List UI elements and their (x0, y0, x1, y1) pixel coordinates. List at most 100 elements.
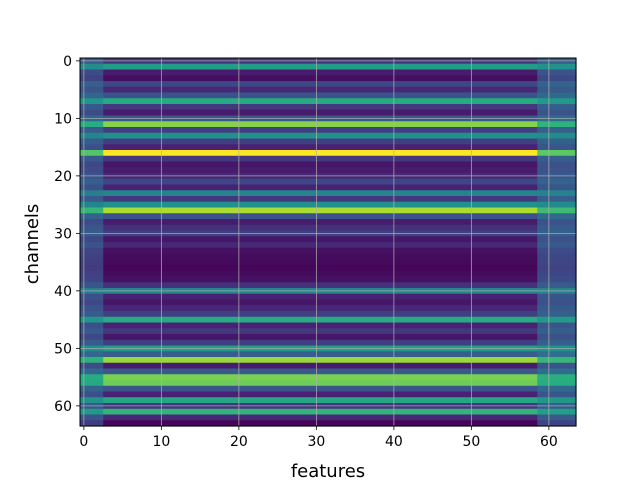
heatmap-cell (103, 219, 538, 226)
heatmap-cell (537, 132, 577, 140)
heatmap-cell (80, 207, 104, 214)
heatmap-cell (537, 155, 577, 163)
heatmap-cell (537, 408, 577, 416)
heatmap-cell (103, 397, 538, 404)
heatmap-cell (80, 311, 104, 318)
heatmap-cell (537, 247, 577, 255)
heatmap-cell (537, 75, 577, 82)
heatmap-cell (103, 242, 538, 249)
heatmap-cell (103, 368, 538, 375)
heatmap-cell (103, 69, 538, 76)
heatmap-cell (537, 201, 577, 209)
heatmap-cell (103, 224, 538, 232)
heatmap-cell (537, 362, 577, 370)
heatmap-cell (80, 414, 104, 421)
heatmap-cell (103, 161, 538, 168)
heatmap-cell (80, 316, 104, 324)
heatmap-cell (80, 138, 104, 145)
heatmap-cell (103, 420, 538, 427)
heatmap-cell (537, 207, 577, 214)
heatmap-cell (103, 150, 538, 157)
heatmap-cell (80, 236, 104, 243)
heatmap-cell (103, 98, 538, 105)
heatmap-cell (537, 374, 577, 381)
y-tick-label: 60 (54, 399, 72, 415)
heatmap-cell (537, 334, 577, 341)
heatmap-cell (537, 380, 577, 387)
x-tick-label: 50 (462, 434, 480, 450)
heatmap-cell (80, 328, 104, 335)
heatmap-cell (80, 161, 104, 168)
heatmap-cell (80, 357, 104, 364)
heatmap-cell (80, 213, 104, 220)
heatmap-cell (80, 408, 104, 416)
heatmap-cell (80, 109, 104, 117)
heatmap-cell (103, 293, 538, 301)
heatmap-cell (537, 121, 577, 128)
heatmap-cell (537, 420, 577, 427)
heatmap-cell (80, 305, 104, 312)
heatmap-cell (103, 104, 538, 111)
y-tick-label: 0 (63, 54, 72, 70)
heatmap-cell (103, 385, 538, 393)
heatmap-cell (80, 339, 104, 347)
y-axis-label: channels (22, 204, 43, 285)
heatmap-cell (537, 299, 577, 306)
heatmap-cell (80, 167, 104, 174)
grid-lines (80, 58, 576, 426)
x-axis-label: features (291, 461, 365, 480)
heatmap-cell (103, 207, 538, 214)
heatmap-cell (537, 190, 577, 197)
heatmap-cell (537, 81, 577, 88)
heatmap-cell (103, 121, 538, 128)
heatmap-cell (103, 299, 538, 306)
x-tick-label: 10 (152, 434, 170, 450)
heatmap-cell (103, 339, 538, 347)
heatmap-cell (537, 282, 577, 289)
heatmap-cell (80, 270, 104, 278)
heatmap-cell (80, 219, 104, 226)
heatmap-cell (103, 351, 538, 358)
heatmap-cell (103, 81, 538, 88)
heatmap-cell (537, 270, 577, 278)
y-tick-label: 20 (54, 169, 72, 185)
heatmap-cell (80, 334, 104, 341)
y-tick-label: 40 (54, 284, 72, 300)
heatmap-cell (80, 92, 104, 99)
heatmap-cell (103, 374, 538, 381)
heatmap-cell (80, 385, 104, 393)
heatmap-cell (103, 328, 538, 335)
heatmap-cells (80, 58, 577, 427)
heatmap-cell (537, 196, 577, 203)
heatmap-cell (103, 201, 538, 209)
heatmap-cell (537, 316, 577, 324)
heatmap-cell (80, 368, 104, 375)
heatmap-cell (103, 109, 538, 117)
heatmap-cell (537, 184, 577, 191)
heatmap-cell (103, 167, 538, 174)
heatmap-cell (103, 276, 538, 283)
heatmap-cell (80, 374, 104, 381)
heatmap-cell (103, 362, 538, 370)
heatmap-cell (537, 178, 577, 186)
heatmap-cell (537, 259, 577, 266)
x-tick-label: 40 (385, 434, 403, 450)
heatmap-cell (80, 397, 104, 404)
heatmap-cell (103, 282, 538, 289)
y-axis-ticks: 0 10 20 30 40 50 60 (54, 54, 80, 415)
heatmap-cell (103, 357, 538, 364)
x-axis-ticks: 0 10 20 30 40 50 60 (79, 426, 558, 450)
heatmap-cell (537, 127, 577, 134)
heatmap-cell (103, 316, 538, 324)
heatmap-cell (103, 259, 538, 266)
heatmap-cell (103, 247, 538, 255)
heatmap-cell (537, 253, 577, 260)
heatmap-cell (80, 253, 104, 260)
heatmap-cell (80, 351, 104, 358)
heatmap-cell (80, 150, 104, 157)
heatmap-cell (80, 259, 104, 266)
heatmap-cell (80, 276, 104, 283)
heatmap-cell (80, 86, 104, 94)
heatmap-cell (103, 75, 538, 82)
heatmap-cell (80, 104, 104, 111)
